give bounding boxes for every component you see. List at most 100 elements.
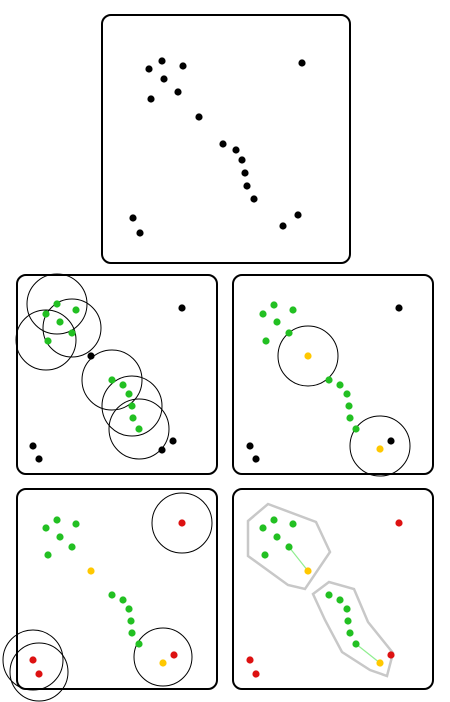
panel-raw-points [101,14,351,264]
border-link [288,546,309,572]
unvisited-point [174,88,182,96]
core-point [56,318,64,326]
unvisited-point [252,455,260,463]
eps-neighborhood-circle [277,325,339,387]
panel-frame [232,274,434,475]
core-point [289,306,297,314]
unvisited-point [129,214,137,222]
core-point [336,381,344,389]
core-point [125,390,133,398]
unvisited-point [246,442,254,450]
panel-frame [16,488,218,690]
core-point [273,318,281,326]
unvisited-point [29,442,37,450]
core-point [129,414,137,422]
core-point [270,301,278,309]
core-point [285,543,293,551]
core-point [262,337,270,345]
eps-neighborhood-circle [101,375,163,437]
eps-neighborhood-circle [9,642,69,702]
eps-neighborhood-circle [15,309,77,371]
core-point [72,306,80,314]
noise-point [387,651,395,659]
core-point [343,605,351,613]
noise-point [395,519,403,527]
unvisited-point [179,62,187,70]
noise-point [246,656,254,664]
core-point [53,300,61,308]
eps-neighborhood-circle [349,415,411,477]
core-point [343,390,351,398]
unvisited-point [250,195,258,203]
unvisited-point [387,437,395,445]
unvisited-point [145,65,153,73]
core-point [259,310,267,318]
eps-neighborhood-circle [108,398,170,460]
core-point [125,605,133,613]
core-point [56,533,64,541]
core-point [352,425,360,433]
unvisited-point [298,59,306,67]
unvisited-point [294,211,302,219]
core-point [135,640,143,648]
eps-neighborhood-circle [81,349,143,411]
panel-frame [101,14,351,264]
core-point [108,376,116,384]
eps-neighborhood-circle [42,298,102,358]
eps-neighborhood-circle [133,627,193,687]
eps-neighborhood-circle [26,273,88,335]
unvisited-point [158,446,166,454]
core-point [128,402,136,410]
core-point [345,402,353,410]
eps-neighborhood-circle [2,629,64,691]
core-point [135,425,143,433]
unvisited-point [232,146,240,154]
panel-core-search [15,273,218,475]
panel-final-clusters [232,488,434,690]
panel-frame [16,274,218,475]
core-point [285,329,293,337]
core-point [119,596,127,604]
noise-point [35,670,43,678]
unvisited-point [395,304,403,312]
noise-point [178,519,186,527]
unvisited-point [219,140,227,148]
core-point [44,551,52,559]
unvisited-point [243,182,251,190]
core-point [289,520,297,528]
border-link [355,643,381,664]
core-point [119,381,127,389]
unvisited-point [178,304,186,312]
unvisited-point [147,95,155,103]
core-point [344,617,352,625]
border-point [376,445,384,453]
noise-point [252,670,260,678]
core-point [42,310,50,318]
core-point [44,337,52,345]
core-point [53,516,61,524]
cluster-hull [246,502,332,591]
core-point [325,591,333,599]
unvisited-point [87,352,95,360]
core-point [273,533,281,541]
core-point [270,516,278,524]
panel-noise-check [2,488,218,702]
border-point [376,659,384,667]
core-point [259,524,267,532]
panel-border-expansion [232,274,434,477]
core-point [68,543,76,551]
core-point [346,629,354,637]
core-point [352,640,360,648]
cluster-hull [311,580,395,678]
core-point [325,376,333,384]
unvisited-point [195,113,203,121]
border-point [304,567,312,575]
core-point [108,591,116,599]
core-point [128,629,136,637]
unvisited-point [241,169,249,177]
border-point [159,659,167,667]
core-point [336,596,344,604]
border-point [87,567,95,575]
unvisited-point [158,57,166,65]
